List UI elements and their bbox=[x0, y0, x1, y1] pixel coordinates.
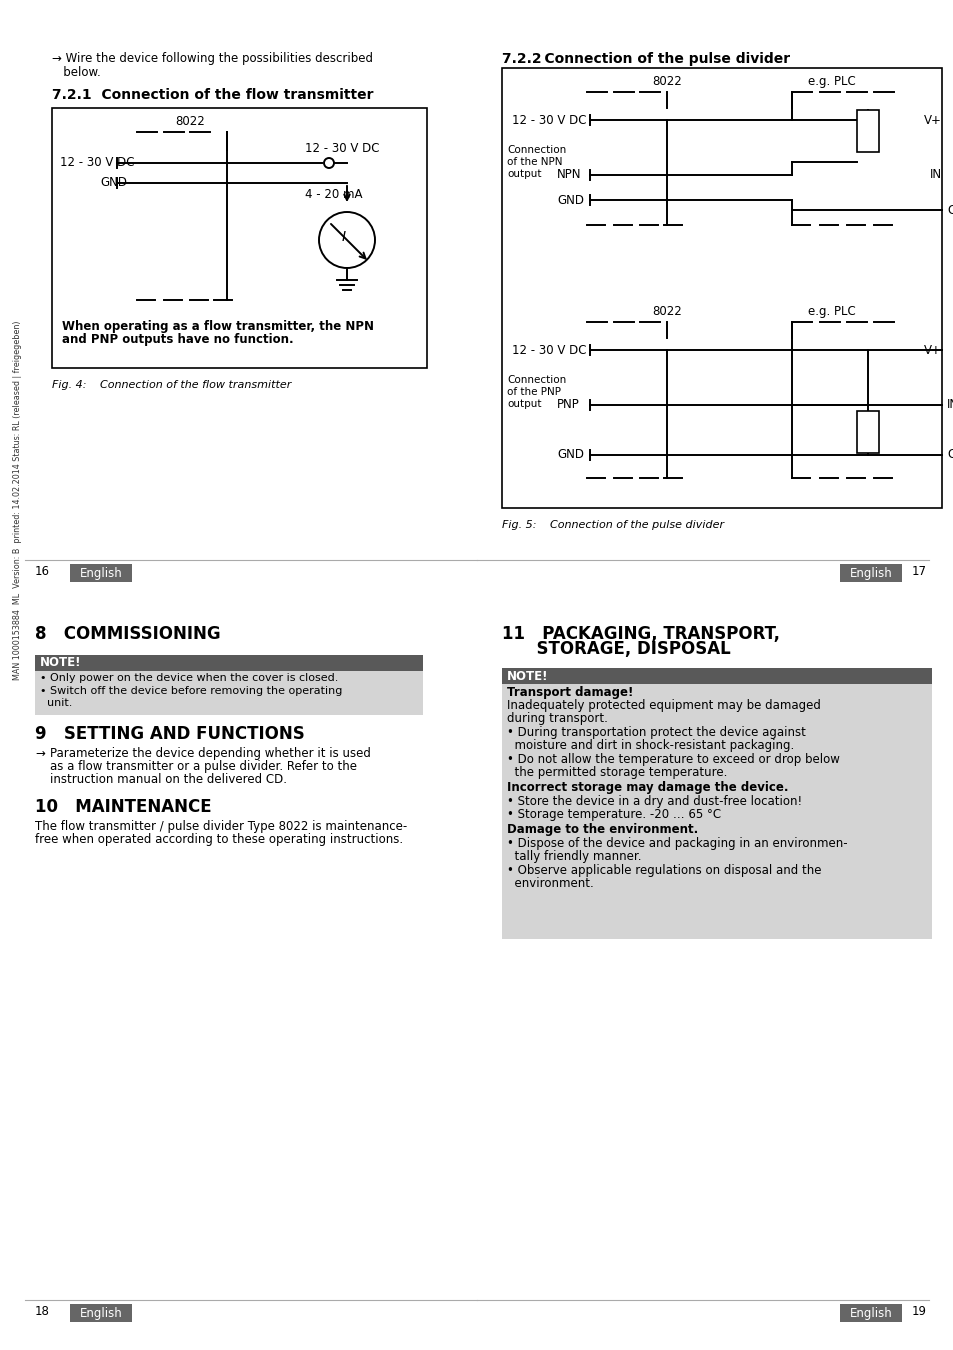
Text: PNP: PNP bbox=[557, 398, 579, 412]
Text: of the NPN: of the NPN bbox=[506, 157, 562, 167]
Text: • Store the device in a dry and dust-free location!: • Store the device in a dry and dust-fre… bbox=[506, 795, 801, 809]
Bar bbox=[70, 564, 132, 582]
Text: 12 - 30 V DC: 12 - 30 V DC bbox=[305, 142, 379, 154]
Text: GND: GND bbox=[100, 177, 127, 189]
Bar bbox=[35, 655, 422, 671]
Text: as a flow transmitter or a pulse divider. Refer to the: as a flow transmitter or a pulse divider… bbox=[50, 760, 356, 774]
Text: below.: below. bbox=[52, 66, 101, 80]
Text: instruction manual on the delivered CD.: instruction manual on the delivered CD. bbox=[50, 774, 287, 786]
Text: • Do not allow the temperature to exceed or drop below: • Do not allow the temperature to exceed… bbox=[506, 753, 839, 765]
Text: 12 - 30 V DC: 12 - 30 V DC bbox=[512, 113, 586, 127]
Text: e.g. PLC: e.g. PLC bbox=[807, 76, 855, 88]
Text: output: output bbox=[506, 400, 541, 409]
Text: English: English bbox=[79, 1307, 122, 1319]
Text: Connection of the pulse divider: Connection of the pulse divider bbox=[550, 520, 723, 531]
Text: English: English bbox=[849, 1307, 891, 1319]
Text: free when operated according to these operating instructions.: free when operated according to these op… bbox=[35, 833, 403, 846]
Text: • Switch off the device before removing the operating: • Switch off the device before removing … bbox=[40, 686, 342, 697]
Text: e.g. PLC: e.g. PLC bbox=[807, 305, 855, 319]
Text: NPN: NPN bbox=[557, 169, 581, 181]
Text: GND: GND bbox=[946, 204, 953, 216]
Text: during transport.: during transport. bbox=[506, 711, 607, 725]
Bar bbox=[856, 410, 878, 454]
Bar bbox=[856, 109, 878, 153]
Text: → Wire the device following the possibilities described: → Wire the device following the possibil… bbox=[52, 53, 373, 65]
Text: 4 - 20 mA: 4 - 20 mA bbox=[305, 189, 362, 201]
Text: 8   COMMISSIONING: 8 COMMISSIONING bbox=[35, 625, 220, 643]
Text: Incorrect storage may damage the device.: Incorrect storage may damage the device. bbox=[506, 782, 788, 794]
Text: of the PNP: of the PNP bbox=[506, 387, 560, 397]
Text: 17: 17 bbox=[911, 566, 926, 578]
Text: Parameterize the device depending whether it is used: Parameterize the device depending whethe… bbox=[50, 747, 371, 760]
Text: GND: GND bbox=[946, 448, 953, 462]
Text: English: English bbox=[849, 567, 891, 579]
Text: English: English bbox=[79, 567, 122, 579]
Text: environment.: environment. bbox=[506, 878, 593, 890]
Text: 11   PACKAGING, TRANSPORT,: 11 PACKAGING, TRANSPORT, bbox=[501, 625, 780, 643]
Text: 16: 16 bbox=[35, 566, 50, 578]
Text: output: output bbox=[506, 169, 541, 180]
Bar bbox=[501, 668, 931, 684]
Text: GND: GND bbox=[557, 448, 583, 462]
Bar bbox=[501, 68, 941, 508]
Text: 12 - 30 V DC: 12 - 30 V DC bbox=[512, 343, 586, 356]
Text: NOTE!: NOTE! bbox=[40, 656, 81, 670]
Text: GND: GND bbox=[557, 193, 583, 207]
Text: 18: 18 bbox=[35, 1305, 50, 1318]
Text: 7.2.2 Connection of the pulse divider: 7.2.2 Connection of the pulse divider bbox=[501, 53, 789, 66]
Bar bbox=[840, 1304, 901, 1322]
Text: • Dispose of the device and packaging in an environmen-: • Dispose of the device and packaging in… bbox=[506, 837, 846, 850]
Text: • Only power on the device when the cover is closed.: • Only power on the device when the cove… bbox=[40, 674, 338, 683]
Bar bbox=[70, 1304, 132, 1322]
Bar bbox=[52, 108, 427, 369]
Text: • Observe applicable regulations on disposal and the: • Observe applicable regulations on disp… bbox=[506, 864, 821, 878]
Text: moisture and dirt in shock-resistant packaging.: moisture and dirt in shock-resistant pac… bbox=[506, 738, 794, 752]
Text: 10   MAINTENANCE: 10 MAINTENANCE bbox=[35, 798, 212, 815]
Text: IN: IN bbox=[929, 169, 941, 181]
Text: Damage to the environment.: Damage to the environment. bbox=[506, 824, 698, 836]
Text: 7.2.1  Connection of the flow transmitter: 7.2.1 Connection of the flow transmitter bbox=[52, 88, 374, 103]
Text: STORAGE, DISPOSAL: STORAGE, DISPOSAL bbox=[501, 640, 730, 657]
Text: →: → bbox=[35, 747, 45, 760]
Text: Connection of the flow transmitter: Connection of the flow transmitter bbox=[100, 379, 291, 390]
Text: unit.: unit. bbox=[40, 698, 72, 707]
Text: Fig. 5:: Fig. 5: bbox=[501, 520, 536, 531]
Text: 12 - 30 V DC: 12 - 30 V DC bbox=[60, 157, 134, 170]
Text: MAN 1000153884  ML  Version: B  printed: 14.02.2014 Status: RL (released | freig: MAN 1000153884 ML Version: B printed: 14… bbox=[13, 320, 22, 680]
Text: The flow transmitter / pulse divider Type 8022 is maintenance-: The flow transmitter / pulse divider Typ… bbox=[35, 819, 407, 833]
Text: 19: 19 bbox=[911, 1305, 926, 1318]
Text: tally friendly manner.: tally friendly manner. bbox=[506, 850, 640, 863]
Text: Connection: Connection bbox=[506, 375, 566, 385]
Text: I: I bbox=[341, 230, 346, 244]
Text: V+: V+ bbox=[923, 113, 941, 127]
Bar bbox=[35, 671, 422, 716]
Text: and PNP outputs have no function.: and PNP outputs have no function. bbox=[62, 333, 294, 346]
Text: • Storage temperature. -20 … 65 °C: • Storage temperature. -20 … 65 °C bbox=[506, 809, 720, 821]
Text: NOTE!: NOTE! bbox=[506, 670, 548, 683]
Text: Connection: Connection bbox=[506, 144, 566, 155]
Text: 8022: 8022 bbox=[652, 76, 681, 88]
Text: 8022: 8022 bbox=[175, 115, 205, 128]
Text: • During transportation protect the device against: • During transportation protect the devi… bbox=[506, 726, 805, 738]
Text: When operating as a flow transmitter, the NPN: When operating as a flow transmitter, th… bbox=[62, 320, 374, 333]
Text: 8022: 8022 bbox=[652, 305, 681, 319]
Text: Inadequately protected equipment may be damaged: Inadequately protected equipment may be … bbox=[506, 699, 820, 711]
Text: Fig. 4:: Fig. 4: bbox=[52, 379, 87, 390]
Text: IN: IN bbox=[946, 398, 953, 412]
Bar bbox=[501, 684, 931, 940]
Text: Transport damage!: Transport damage! bbox=[506, 686, 633, 699]
Text: 9   SETTING AND FUNCTIONS: 9 SETTING AND FUNCTIONS bbox=[35, 725, 304, 743]
Text: V+: V+ bbox=[923, 343, 941, 356]
Bar bbox=[840, 564, 901, 582]
Text: the permitted storage temperature.: the permitted storage temperature. bbox=[506, 765, 726, 779]
